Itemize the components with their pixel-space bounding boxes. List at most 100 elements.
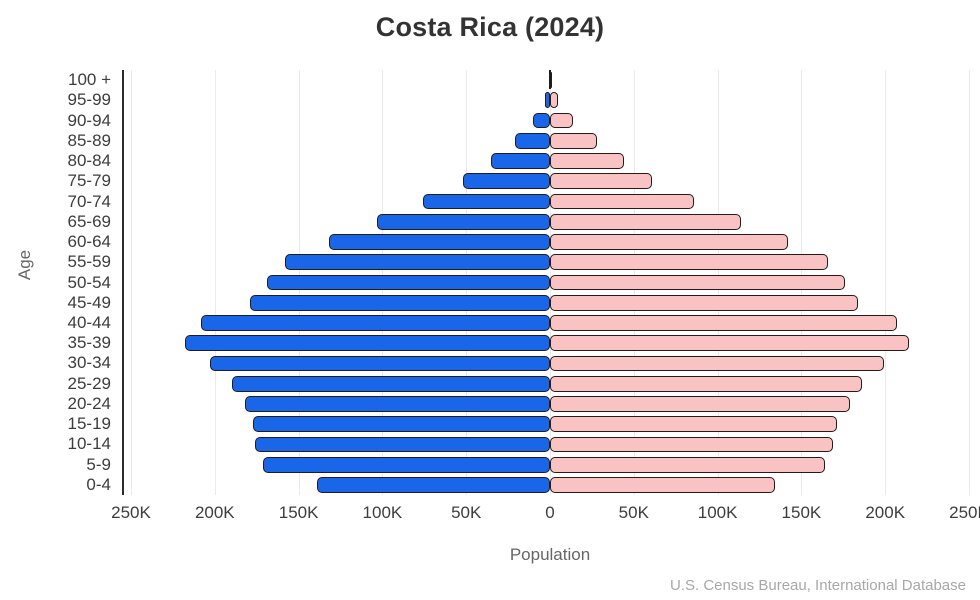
bar-female-40-44[interactable] (550, 315, 897, 331)
bar-row (131, 173, 969, 190)
source-attribution: U.S. Census Bureau, International Databa… (669, 577, 966, 594)
bar-male-0-4[interactable] (317, 476, 550, 493)
y-tick-label: 95-99 (67, 90, 111, 110)
bar-male-95-99[interactable] (544, 92, 550, 109)
gridline (969, 70, 970, 495)
bar-male-70-74[interactable] (422, 193, 550, 210)
x-tick-label: 200K (865, 503, 906, 522)
bar-female-60-64[interactable] (550, 234, 788, 250)
bar-male-20-24[interactable] (244, 396, 550, 412)
x-tick-label: 150K (781, 503, 822, 522)
y-tick-label: 5-9 (86, 454, 111, 474)
bar-female-80-84[interactable] (550, 153, 624, 169)
bar-row (131, 234, 969, 250)
bar-male-45-49[interactable] (249, 294, 550, 311)
bar-row (131, 436, 969, 453)
bar-female-95-99[interactable] (550, 92, 559, 109)
y-tick-label: 90-94 (67, 110, 111, 130)
x-tick-label: 100K (697, 503, 738, 522)
y-tick-label: 25-29 (67, 373, 111, 393)
gridline (885, 70, 887, 495)
bar-female-65-69[interactable] (550, 213, 742, 230)
bar-row (131, 112, 969, 129)
bar-female-25-29[interactable] (550, 375, 862, 392)
y-tick-label: 65-69 (67, 211, 111, 231)
bar-male-10-14[interactable] (255, 436, 550, 453)
bar-row (131, 294, 969, 311)
y-tick-label: 55-59 (67, 252, 111, 272)
bar-female-5-9[interactable] (550, 456, 825, 473)
bar-male-35-39[interactable] (184, 335, 550, 352)
bar-male-40-44[interactable] (201, 315, 550, 331)
x-tick-label: 250K (111, 503, 151, 522)
x-tick-label: 50K (451, 503, 482, 522)
y-tick-label: 100 + (67, 70, 111, 90)
y-tick-label: 20-24 (67, 393, 111, 413)
gridline (214, 70, 216, 495)
page-title: Costa Rica (2024) (375, 12, 605, 42)
gridline (131, 70, 132, 495)
y-tick-label: 45-49 (67, 292, 111, 312)
x-tick-label: 0 (545, 503, 555, 522)
bar-female-50-54[interactable] (550, 274, 845, 291)
y-tick-label: 50-54 (67, 272, 111, 292)
bar-row (131, 375, 969, 392)
bar-row (131, 132, 969, 149)
bar-row (131, 456, 969, 473)
bar-male-50-54[interactable] (266, 274, 550, 291)
bar-row (131, 254, 969, 271)
y-tick-label: 40-44 (67, 312, 111, 332)
bar-female-85-89[interactable] (550, 132, 597, 149)
y-tick-label: 85-89 (67, 130, 111, 150)
bar-female-10-14[interactable] (550, 436, 834, 453)
bar-row (131, 416, 969, 433)
bar-female-70-74[interactable] (550, 193, 695, 210)
y-tick-label: 15-19 (67, 414, 111, 434)
bar-male-85-89[interactable] (514, 132, 550, 149)
bar-row (131, 92, 969, 109)
y-axis-title: Age (15, 249, 34, 281)
bar-female-0-4[interactable] (550, 476, 775, 493)
bar-row (131, 153, 969, 169)
y-tick-label: 0-4 (86, 474, 111, 494)
bar-male-55-59[interactable] (285, 254, 550, 271)
bar-male-75-79[interactable] (462, 173, 550, 190)
bar-female-30-34[interactable] (550, 355, 884, 372)
bar-male-60-64[interactable] (328, 234, 550, 250)
y-tick-label: 35-39 (67, 333, 111, 353)
bar-female-45-49[interactable] (550, 294, 859, 311)
y-axis-line (122, 70, 124, 495)
x-axis-tick-labels: 250K 200K 150K 100K 50K 0 50K 100K 150K 200K 250K (111, 503, 980, 529)
y-tick-label: 80-84 (67, 151, 111, 171)
bar-row (131, 193, 969, 210)
y-axis-tick-labels: 0-4 5-9 10-14 15-19 20-24 25-29 30-34 35-39 40-4… (0, 70, 118, 495)
bar-row (131, 213, 969, 230)
y-tick-label: 70-74 (67, 191, 111, 211)
bar-male-25-29[interactable] (231, 375, 550, 392)
bar-row (131, 396, 969, 412)
bar-male-65-69[interactable] (377, 213, 550, 230)
bar-female-90-94[interactable] (550, 112, 574, 129)
bar-male-5-9[interactable] (263, 456, 550, 473)
y-tick-label: 60-64 (67, 232, 111, 252)
bar-female-15-19[interactable] (550, 416, 837, 433)
bar-male-80-84[interactable] (491, 153, 550, 169)
y-tick-label: 30-34 (67, 353, 111, 373)
bar-row (131, 315, 969, 331)
bar-male-90-94[interactable] (533, 112, 550, 129)
bar-row (131, 476, 969, 493)
bar-female-20-24[interactable] (550, 396, 850, 412)
x-axis-title: Population (509, 545, 591, 564)
bar-row (131, 355, 969, 372)
x-tick-label: 250K (949, 503, 980, 522)
bar-male-30-34[interactable] (209, 355, 550, 372)
bar-female-35-39[interactable] (550, 335, 909, 352)
x-tick-label: 50K (618, 503, 649, 522)
bar-row (131, 274, 969, 291)
bar-row (131, 335, 969, 352)
bar-male-15-19[interactable] (253, 416, 550, 433)
bar-female-55-59[interactable] (550, 254, 829, 271)
bar-female-75-79[interactable] (550, 173, 653, 190)
x-tick-label: 200K (194, 503, 235, 522)
